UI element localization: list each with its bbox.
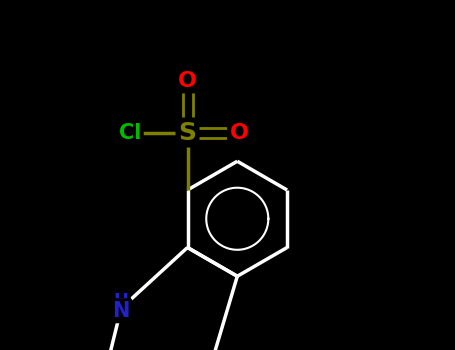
Text: N: N	[112, 301, 130, 321]
Text: O: O	[178, 71, 197, 91]
Text: Cl: Cl	[119, 122, 141, 142]
Text: H: H	[114, 292, 129, 310]
Text: O: O	[230, 122, 249, 142]
Text: S: S	[178, 120, 197, 145]
